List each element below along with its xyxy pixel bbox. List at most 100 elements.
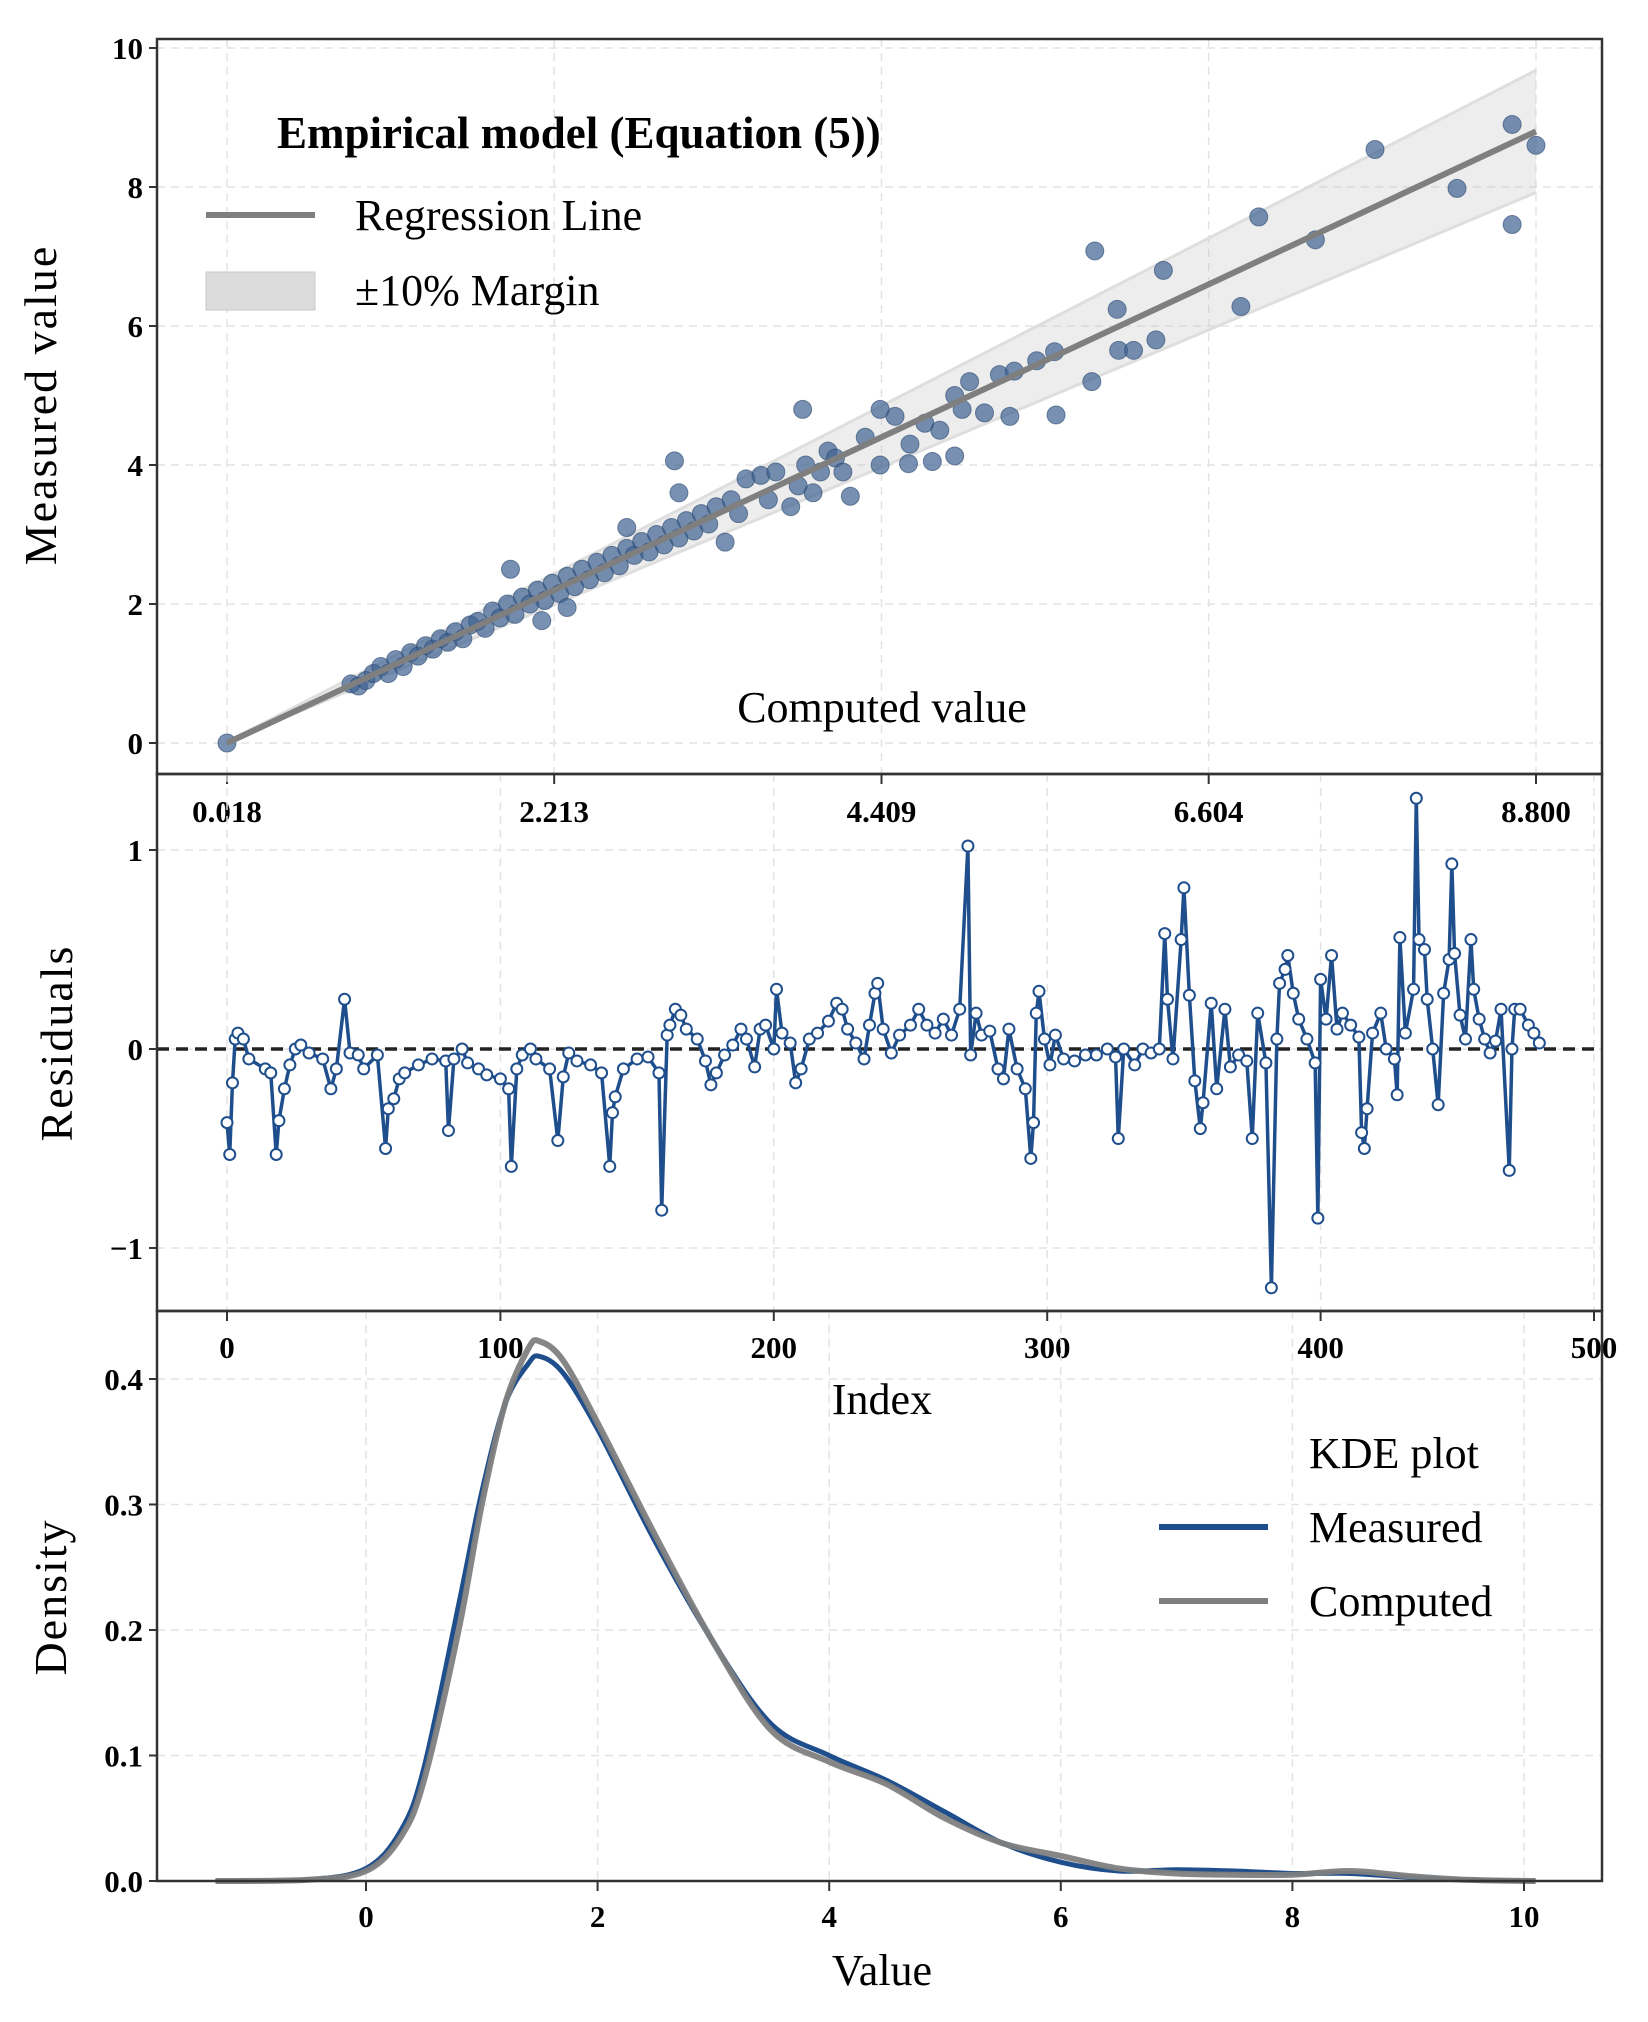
y-tick-label: 0 [128, 726, 144, 761]
data-point [833, 462, 853, 482]
residual-marker [794, 1062, 808, 1076]
residual-marker [775, 1026, 789, 1040]
residual-marker [1089, 1048, 1103, 1062]
residual-marker [441, 1124, 455, 1138]
residuals-panel: −1 0 1 0 100 200 300 400 500 [110, 772, 1618, 1365]
data-point [803, 483, 823, 503]
y-tick-label: 0.2 [104, 1613, 143, 1648]
data-point [945, 446, 965, 466]
residual-marker [871, 976, 885, 990]
residual-marker [1281, 948, 1295, 962]
x-tick-label: 4.409 [847, 794, 917, 829]
residual-marker [1027, 1116, 1041, 1130]
residual-marker [493, 1072, 507, 1086]
data-point [664, 451, 684, 471]
residual-marker [1128, 1058, 1142, 1072]
residual-marker [1502, 1163, 1516, 1177]
residual-marker [983, 1024, 997, 1038]
residual-marker [1264, 1281, 1278, 1295]
y-axis-label-residuals: Residuals [31, 945, 82, 1142]
residual-marker [1387, 1052, 1401, 1066]
x-tick-label: 8 [1285, 1899, 1301, 1934]
residual-marker [964, 1048, 978, 1062]
residual-marker [1160, 992, 1174, 1006]
data-point [766, 462, 786, 482]
residual-marker [603, 1159, 617, 1173]
residual-marker [269, 1147, 283, 1161]
residual-marker [1223, 1060, 1237, 1074]
data-point [617, 518, 637, 538]
residual-marker [556, 1070, 570, 1084]
residual-marker [945, 1028, 959, 1042]
residual-marker [953, 1002, 967, 1016]
residual-marker [455, 1042, 469, 1056]
residual-marker [338, 992, 352, 1006]
y-tick-label: 6 [128, 309, 144, 344]
residual-marker [381, 1102, 395, 1116]
residual-marker [1390, 1088, 1404, 1102]
residual-marker [1472, 1012, 1486, 1026]
x-axis-label-computed: Computed value [737, 683, 1027, 732]
residual-marker [302, 1046, 316, 1060]
residual-marker [991, 1062, 1005, 1076]
residual-marker [1100, 1042, 1114, 1056]
residual-marker [1278, 962, 1292, 976]
residual-marker [616, 1062, 630, 1076]
residual-marker [1308, 1056, 1322, 1070]
residual-marker [223, 1147, 237, 1161]
residual-marker [1204, 996, 1218, 1010]
y-tick-label: 8 [128, 170, 144, 205]
residual-marker [1196, 1096, 1210, 1110]
x-tick-label: 500 [1571, 1330, 1618, 1365]
data-point [557, 597, 577, 617]
residual-marker [1018, 1082, 1032, 1096]
data-point [840, 486, 860, 506]
residual-marker [1417, 943, 1431, 956]
residual-marker [1010, 1062, 1024, 1076]
residual-marker [584, 1058, 598, 1072]
data-point [1046, 405, 1066, 425]
residual-marker [1412, 933, 1426, 947]
residual-marker [718, 1048, 732, 1062]
residual-marker [1453, 1008, 1467, 1022]
data-point [960, 372, 980, 392]
residual-marker [1002, 1022, 1016, 1036]
residual-marker [272, 1114, 286, 1128]
residual-marker [652, 1066, 666, 1080]
residual-marker [379, 1142, 393, 1155]
residual-marker [1024, 1151, 1038, 1165]
residual-marker [529, 1052, 543, 1066]
residual-marker [961, 839, 975, 853]
data-point [501, 559, 521, 579]
regression-line [225, 128, 1538, 746]
data-point [793, 399, 813, 419]
residual-marker [1152, 1042, 1166, 1056]
residual-marker [1182, 988, 1196, 1002]
data-point [870, 399, 890, 419]
residual-marker [663, 1018, 677, 1032]
residual-marker [767, 1042, 781, 1056]
legend-margin-label: ±10% Margin [355, 266, 600, 315]
residual-marker [447, 1052, 461, 1066]
residual-marker [920, 1018, 934, 1032]
residual-marker [1300, 1032, 1314, 1046]
residual-marker [1048, 1028, 1062, 1042]
y-axis-label-measured: Measured value [15, 245, 66, 566]
data-point [532, 611, 552, 631]
residual-marker [969, 1006, 983, 1020]
residual-marker [1319, 1012, 1333, 1026]
data-point [1124, 340, 1144, 360]
x-tick-label: 10 [1509, 1899, 1540, 1934]
residual-marker [1379, 1042, 1393, 1056]
residual-marker [1420, 992, 1434, 1006]
residual-marker [1360, 1102, 1374, 1116]
residual-marker [510, 1062, 524, 1076]
residual-marker [605, 1106, 619, 1120]
kde-panel: 0.0 0.1 0.2 0.3 0.4 0 2 4 6 8 10 [104, 1309, 1604, 1934]
data-point [1153, 260, 1173, 280]
residual-marker [1311, 1211, 1325, 1225]
x-tick-label: 300 [1024, 1330, 1071, 1365]
data-point [1447, 178, 1467, 198]
residual-marker [1352, 1030, 1366, 1044]
y-tick-label: 2 [128, 587, 144, 622]
